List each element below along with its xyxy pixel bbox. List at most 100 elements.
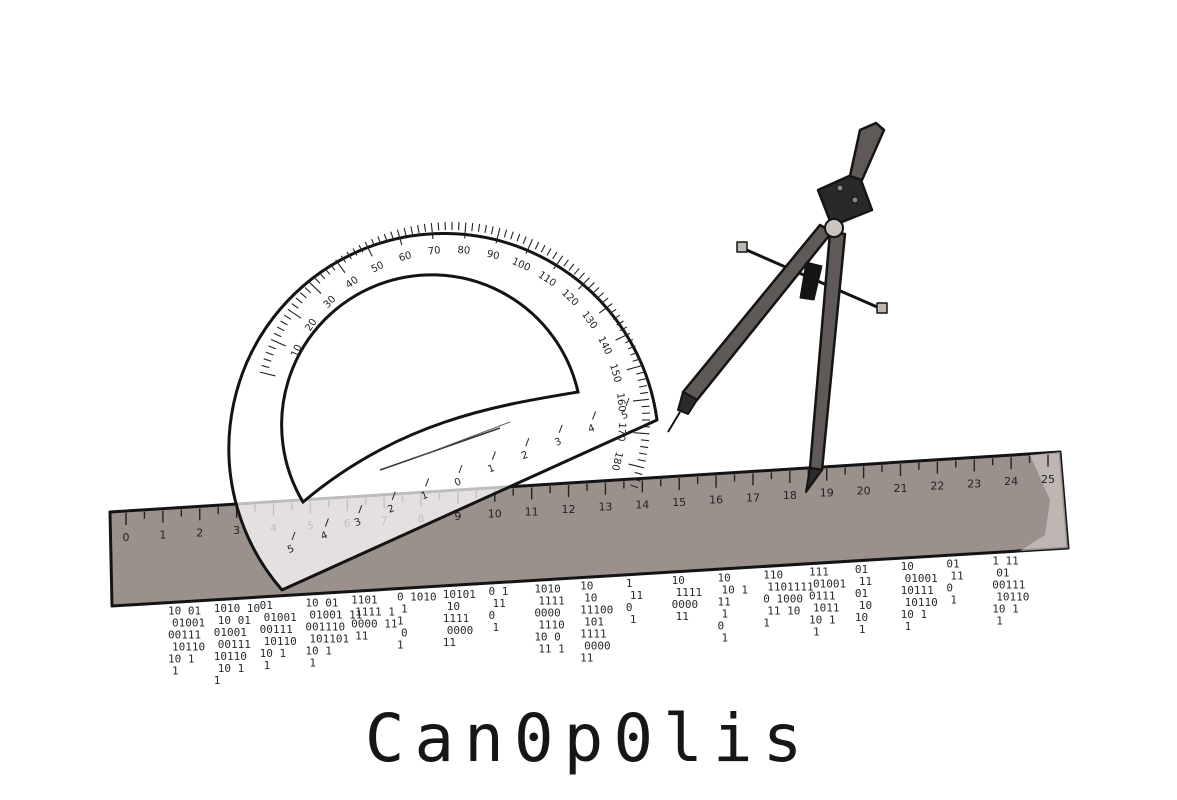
binary-digits: 1010 10 xyxy=(214,602,260,615)
protractor-label: 160 xyxy=(614,392,627,412)
binary-digits: 10 1 xyxy=(809,614,836,627)
protractor-tick xyxy=(490,226,494,235)
binary-digits: 11 xyxy=(355,629,368,642)
binary-digits: 1111 xyxy=(580,628,607,641)
protractor-tick xyxy=(370,238,376,247)
ruler-label: 3 xyxy=(233,524,240,537)
protractor-label: 150 xyxy=(607,363,623,384)
protractor-label: 10 xyxy=(290,343,305,359)
binary-digits: 10 xyxy=(901,560,914,573)
protractor-tick xyxy=(592,287,600,294)
protractor-tick xyxy=(630,484,639,489)
protractor-tick xyxy=(495,227,501,244)
binary-digits: 11 1 xyxy=(538,642,565,655)
binary-digits: 0111 xyxy=(809,590,836,603)
binary-digits: 1 xyxy=(309,656,316,669)
protractor-tick xyxy=(612,314,621,320)
binary-digits: 10101 xyxy=(443,588,476,601)
protractor-tick xyxy=(628,463,645,469)
binary-digits: 1 xyxy=(905,620,912,633)
protractor-base-label: 1 xyxy=(486,463,496,476)
protractor-tick xyxy=(553,255,564,270)
protractor-tick xyxy=(552,251,558,260)
protractor-tick xyxy=(430,223,434,240)
ruler-label: 14 xyxy=(635,498,649,511)
binary-digits: 111 xyxy=(809,566,829,579)
protractor-tick xyxy=(588,282,595,289)
protractor-tick xyxy=(329,263,336,271)
protractor-tick xyxy=(640,445,649,449)
binary-digits: 10 01 xyxy=(218,614,251,627)
protractor-tick xyxy=(578,277,590,290)
protractor-tick xyxy=(597,292,605,299)
protractor-tick xyxy=(546,248,552,256)
binary-digits: 0 xyxy=(626,601,633,614)
binary-digits: 1 xyxy=(626,577,633,590)
protractor-tick xyxy=(471,223,474,232)
protractor-tick xyxy=(265,351,274,356)
binary-digits: 10 xyxy=(859,599,872,612)
ruler-label: 16 xyxy=(709,494,723,507)
ruler-label: 22 xyxy=(930,480,944,493)
protractor-tick xyxy=(639,385,648,388)
binary-digits: 11 xyxy=(580,652,593,665)
protractor-tick xyxy=(609,308,617,315)
protractor-tick xyxy=(280,320,288,326)
protractor-tick xyxy=(283,314,292,320)
protractor-tick xyxy=(510,231,514,240)
binary-digits: 1 xyxy=(859,623,866,636)
binary-digits: 01001 xyxy=(214,626,247,639)
protractor-tick xyxy=(634,471,643,476)
protractor-tick xyxy=(601,297,609,304)
binary-digits: 1011 xyxy=(813,602,840,615)
protractor-tick xyxy=(304,287,312,294)
protractor-base-tick xyxy=(358,505,363,514)
protractor-tick xyxy=(273,332,282,338)
protractor-tick xyxy=(516,233,521,242)
binary-digits: 10111 xyxy=(901,584,934,597)
protractor-tick xyxy=(295,297,303,304)
binary-digits: 10 01 xyxy=(168,605,201,618)
binary-digits: 1 xyxy=(996,615,1003,628)
protractor-tick xyxy=(525,238,534,254)
protractor-base-label: 2 xyxy=(386,503,396,516)
protractor-tick xyxy=(335,259,346,274)
protractor-base-label: 1 xyxy=(420,490,430,503)
protractor-tick xyxy=(437,222,440,231)
binary-digits: 00111 xyxy=(168,629,201,642)
binary-digits: 1111 xyxy=(676,586,703,599)
binary-digits: 0000 xyxy=(584,640,611,653)
binary-digits: 01001 xyxy=(172,617,205,630)
protractor-tick xyxy=(346,251,352,260)
binary-digits: 00111 xyxy=(992,579,1025,592)
binary-digits: 1010 xyxy=(534,582,561,595)
protractor-tick xyxy=(396,229,403,246)
binary-digits: 1 xyxy=(493,621,500,634)
protractor-tick xyxy=(503,229,508,238)
binary-digits: 10 xyxy=(717,571,730,584)
binary-digits: 01001 xyxy=(813,578,846,591)
protractor-base-tick xyxy=(425,478,430,487)
binary-digits: 11 xyxy=(717,595,730,608)
protractor-base-label: 4 xyxy=(319,530,329,543)
protractor-tick xyxy=(625,338,634,344)
ruler-label: 24 xyxy=(1004,475,1018,488)
binary-digits: 10 1 xyxy=(721,583,748,596)
protractor-tick xyxy=(522,236,527,245)
binary-digits: 10 xyxy=(672,574,685,587)
protractor-base-tick xyxy=(625,397,630,407)
binary-digits: 10 1 xyxy=(305,644,332,657)
binary-digits: 11 xyxy=(859,575,872,588)
protractor-tick xyxy=(259,371,276,377)
protractor-base-tick xyxy=(558,424,563,433)
binary-digits: 0000 xyxy=(672,598,699,611)
protractor-tick xyxy=(637,458,646,462)
binary-digits: 0000 11 xyxy=(351,617,397,630)
binary-digits: 1101111 xyxy=(767,580,813,593)
ruler-label: 21 xyxy=(893,482,907,495)
binary-digits: 10 0 xyxy=(534,630,561,643)
protractor-tick xyxy=(423,223,427,232)
binary-digits: 10 1 xyxy=(260,647,287,660)
